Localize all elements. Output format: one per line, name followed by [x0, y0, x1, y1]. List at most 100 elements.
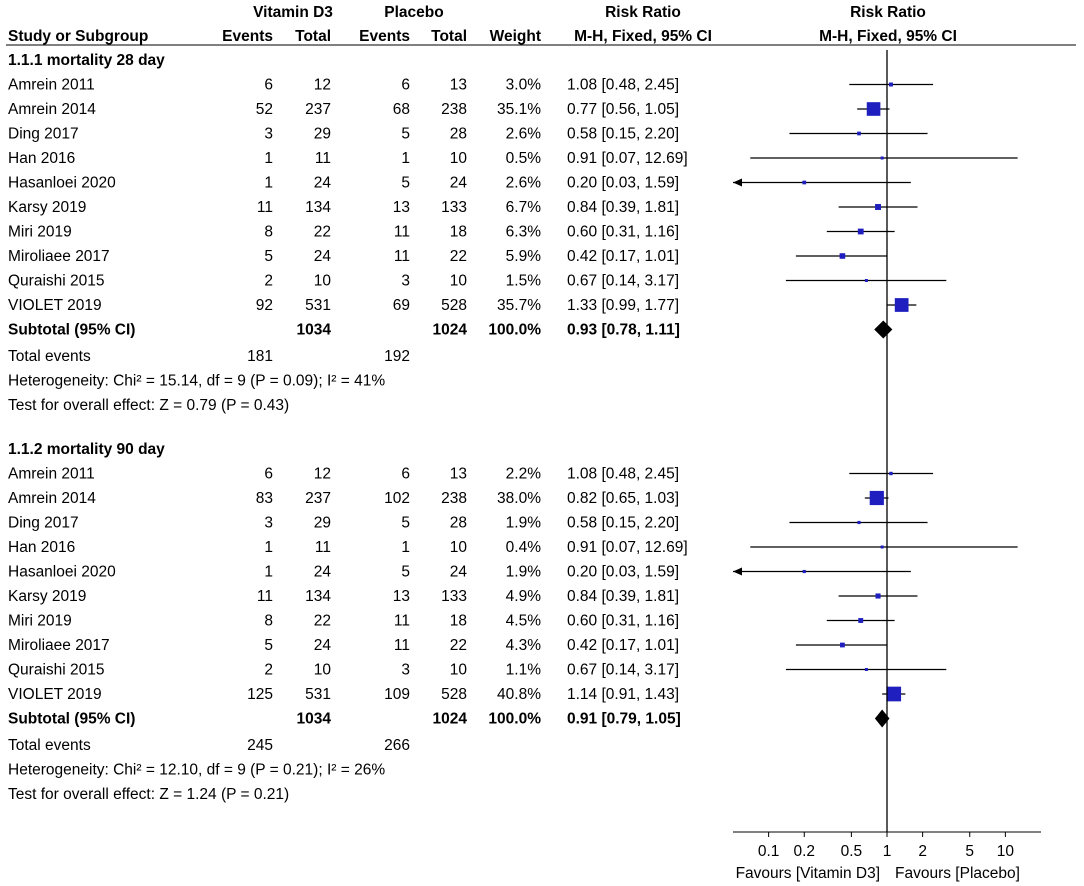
events-vitamin-d3: 1	[264, 150, 273, 167]
total-vitamin-d3: 12	[314, 77, 331, 94]
subtotal-diamond	[874, 709, 890, 728]
study-point-estimate	[880, 545, 884, 549]
subtotal-total-vitamin-d3: 1034	[297, 711, 332, 728]
study-weight: 3.0%	[506, 77, 542, 94]
study-point-estimate	[857, 131, 861, 136]
study-point-estimate	[886, 686, 902, 702]
total-placebo: 10	[450, 539, 468, 556]
study-risk-ratio-ci: 0.84 [0.39, 1.81]	[567, 588, 679, 605]
study-name: Quraishi 2015	[8, 273, 105, 290]
study-weight: 1.9%	[506, 515, 542, 532]
subtotal-total-placebo: 1024	[433, 711, 468, 728]
study-name: Hasanloei 2020	[8, 564, 116, 581]
total-vitamin-d3: 10	[314, 662, 332, 679]
events-placebo: 68	[393, 101, 410, 118]
study-weight: 1.9%	[506, 564, 542, 581]
study-point-estimate	[869, 490, 884, 506]
events-placebo: 11	[394, 613, 410, 630]
study-risk-ratio-ci: 0.91 [0.07, 12.69]	[567, 150, 688, 167]
overall-effect-text: Test for overall effect: Z = 1.24 (P = 0…	[8, 786, 289, 803]
study-name: VIOLET 2019	[8, 686, 102, 703]
total-placebo: 22	[450, 637, 467, 654]
events-vitamin-d3: 2	[264, 273, 273, 290]
events-placebo: 5	[401, 564, 410, 581]
study-name: Miroliaee 2017	[8, 637, 110, 654]
study-point-estimate	[866, 102, 881, 116]
study-point-estimate	[864, 668, 868, 671]
events-vitamin-d3: 11	[257, 588, 273, 605]
heterogeneity-text: Heterogeneity: Chi² = 12.10, df = 9 (P =…	[8, 762, 385, 779]
total-placebo: 24	[450, 175, 468, 192]
total-placebo: 28	[450, 126, 467, 143]
study-point-estimate	[864, 279, 868, 282]
events-vitamin-d3: 3	[264, 515, 273, 532]
events-vitamin-d3: 8	[264, 224, 273, 241]
total-placebo: 238	[441, 490, 467, 507]
total-placebo: 10	[450, 662, 468, 679]
total-placebo: 528	[441, 686, 467, 703]
header-events-2: Events	[359, 28, 410, 45]
study-weight: 4.5%	[506, 613, 542, 630]
study-name: VIOLET 2019	[8, 297, 102, 314]
subtotal-label: Subtotal (95% CI)	[8, 711, 135, 728]
events-placebo: 13	[393, 199, 410, 216]
total-placebo: 133	[441, 588, 467, 605]
total-events-placebo: 192	[384, 348, 410, 365]
total-vitamin-d3: 11	[315, 150, 331, 167]
total-placebo: 238	[441, 101, 467, 118]
heterogeneity-text: Heterogeneity: Chi² = 15.14, df = 9 (P =…	[8, 373, 385, 390]
header-risk-ratio-plot: Risk Ratio	[850, 4, 926, 21]
study-weight: 1.1%	[506, 662, 542, 679]
ci-truncation-arrow	[733, 567, 742, 576]
total-events-vitamin-d3: 181	[247, 348, 273, 365]
events-vitamin-d3: 8	[264, 613, 273, 630]
total-vitamin-d3: 22	[314, 224, 331, 241]
x-tick-label: 10	[997, 843, 1015, 860]
study-risk-ratio-ci: 0.20 [0.03, 1.59]	[567, 175, 679, 192]
study-name: Amrein 2011	[8, 466, 95, 483]
study-risk-ratio-ci: 0.84 [0.39, 1.81]	[567, 199, 679, 216]
study-weight: 38.0%	[497, 490, 541, 507]
subtotal-risk-ratio-ci: 0.91 [0.79, 1.05]	[567, 711, 681, 728]
study-risk-ratio-ci: 0.67 [0.14, 3.17]	[567, 273, 679, 290]
total-vitamin-d3: 237	[305, 490, 331, 507]
events-vitamin-d3: 6	[264, 466, 273, 483]
events-vitamin-d3: 83	[256, 490, 273, 507]
events-vitamin-d3: 125	[247, 686, 273, 703]
x-tick-label: 2	[918, 843, 927, 860]
header-placebo: Placebo	[384, 4, 443, 21]
subtotal-weight: 100.0%	[488, 322, 541, 339]
events-vitamin-d3: 52	[256, 101, 273, 118]
events-vitamin-d3: 11	[257, 199, 273, 216]
events-placebo: 11	[394, 248, 410, 265]
study-risk-ratio-ci: 1.08 [0.48, 2.45]	[567, 77, 679, 94]
study-point-estimate	[894, 298, 909, 312]
ci-truncation-arrow	[733, 178, 742, 187]
total-placebo: 24	[450, 564, 468, 581]
study-name: Miri 2019	[8, 224, 72, 241]
header-vitamin-d3: Vitamin D3	[253, 4, 333, 21]
study-name: Amrein 2014	[8, 490, 96, 507]
total-events-label: Total events	[8, 737, 91, 754]
events-placebo: 69	[393, 297, 410, 314]
study-risk-ratio-ci: 0.58 [0.15, 2.20]	[567, 126, 679, 143]
total-events-placebo: 266	[384, 737, 410, 754]
study-point-estimate	[875, 593, 881, 599]
events-vitamin-d3: 2	[264, 662, 273, 679]
study-weight: 40.8%	[497, 686, 541, 703]
header-weight: Weight	[490, 28, 541, 45]
study-name: Karsy 2019	[8, 588, 86, 605]
total-vitamin-d3: 24	[314, 248, 332, 265]
header-method-plot: M-H, Fixed, 95% CI	[819, 28, 957, 45]
events-placebo: 5	[401, 175, 410, 192]
study-weight: 5.9%	[506, 248, 542, 265]
favours-right-label: Favours [Placebo]	[895, 865, 1020, 882]
study-name: Han 2016	[8, 539, 75, 556]
study-risk-ratio-ci: 1.14 [0.91, 1.43]	[567, 686, 679, 703]
total-placebo: 13	[450, 466, 467, 483]
total-placebo: 10	[450, 273, 468, 290]
events-placebo: 1	[401, 150, 410, 167]
events-placebo: 11	[394, 637, 410, 654]
events-vitamin-d3: 3	[264, 126, 273, 143]
